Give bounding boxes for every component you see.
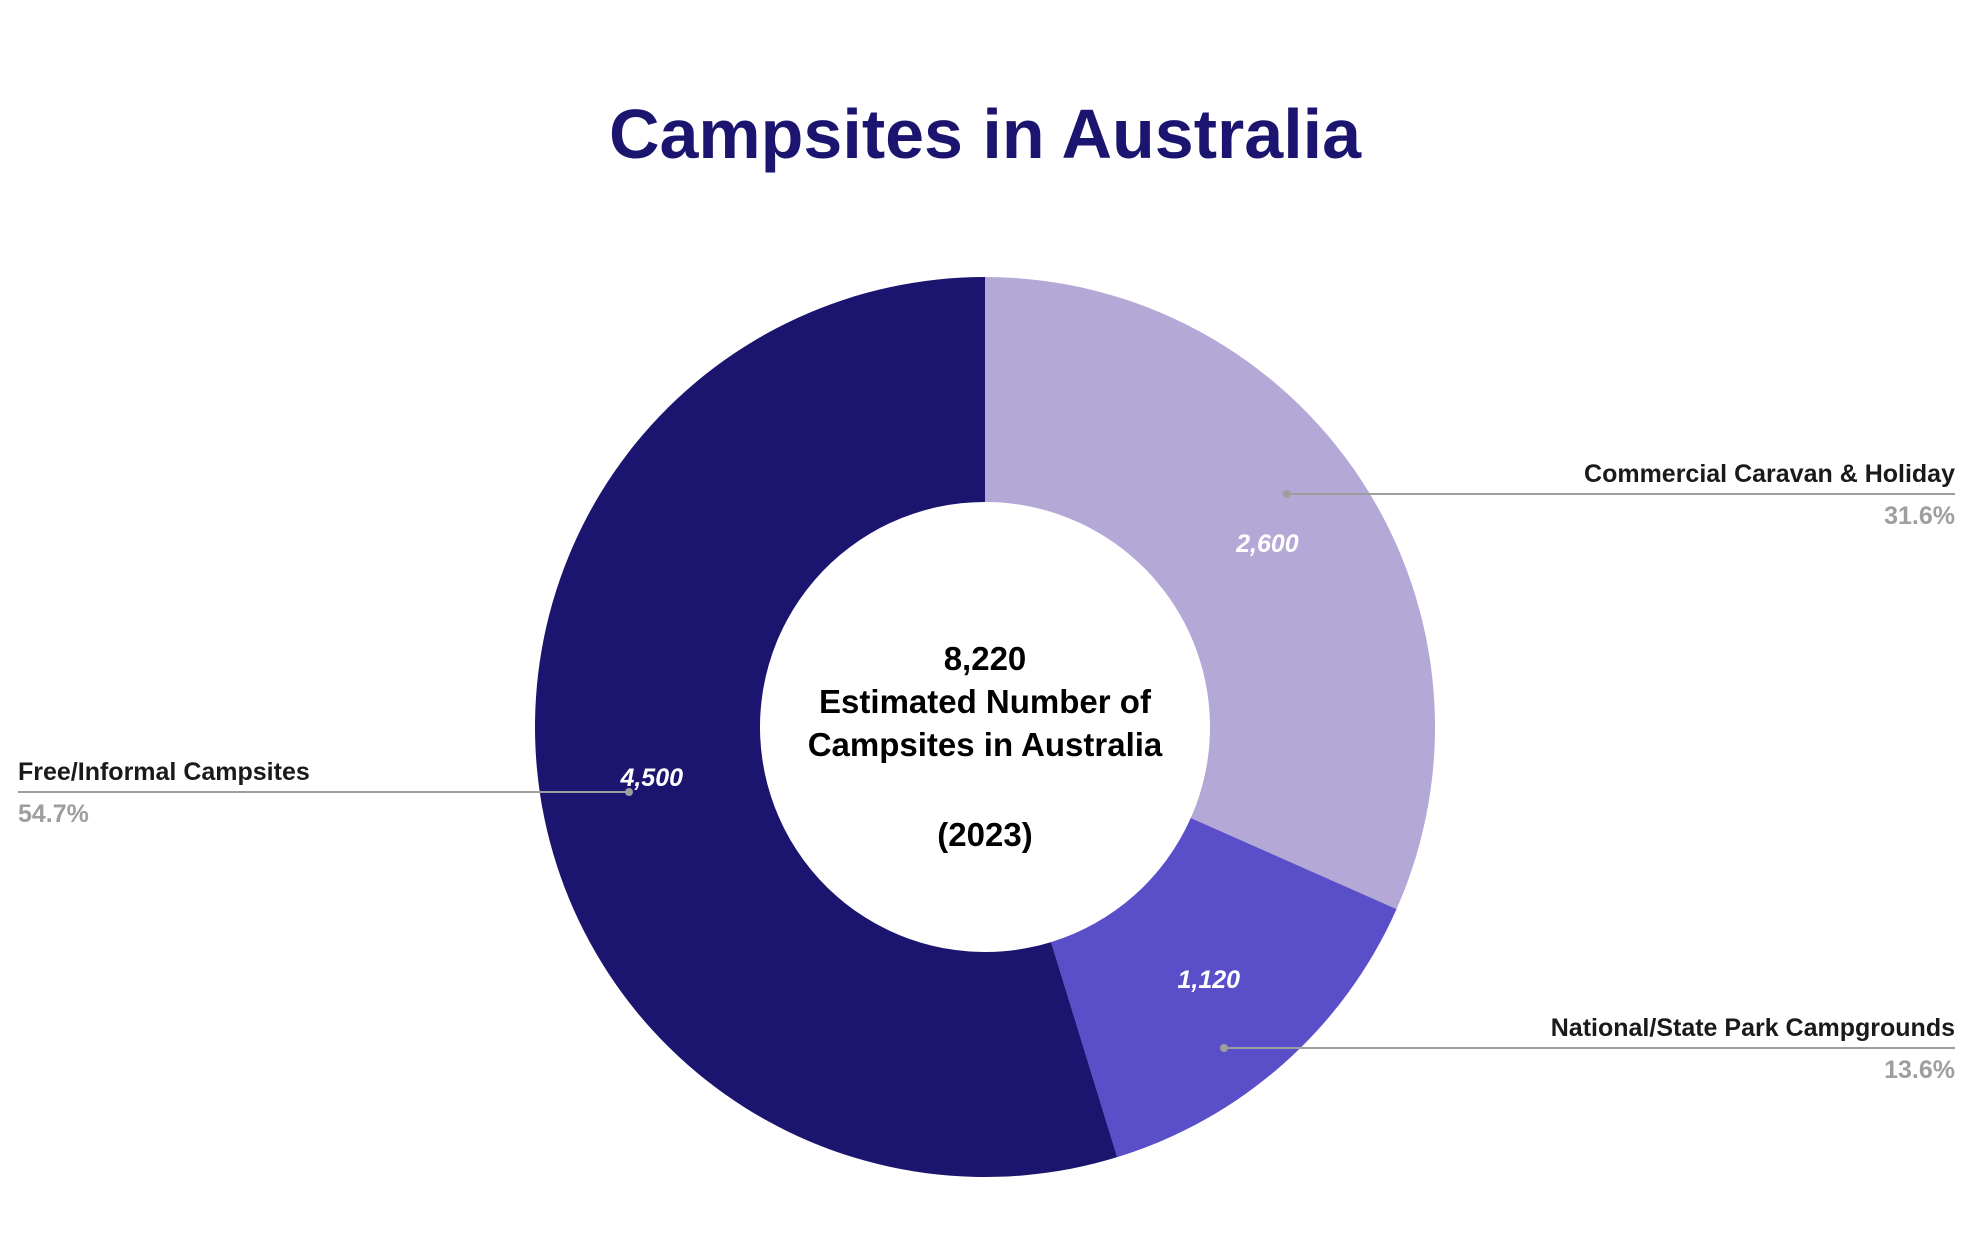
- slice-callout: Commercial Caravan & Holiday 31.6%: [1282, 460, 1955, 530]
- center-year: (2023): [937, 816, 1032, 853]
- slice-value-label: 2,600: [1235, 530, 1299, 558]
- donut-slice: [535, 277, 1118, 1177]
- chart-title: Campsites in Australia: [609, 95, 1362, 173]
- slice-value-label: 4,500: [619, 764, 683, 792]
- callout-dot: [1220, 1044, 1229, 1052]
- center-caption-line2: Campsites in Australia: [808, 726, 1163, 763]
- callout-percent-label: 31.6%: [1884, 502, 1955, 530]
- callout-category-label: National/State Park Campgrounds: [1551, 1014, 1955, 1042]
- value-labels-layer: 2,600 1,120 4,500: [619, 530, 1298, 994]
- slice-callout: National/State Park Campgrounds 13.6%: [1220, 1014, 1955, 1084]
- center-total: 8,220: [944, 640, 1027, 677]
- callout-dot: [1282, 490, 1291, 498]
- donut-slice: [985, 277, 1435, 910]
- center-label: 8,220 Estimated Number of Campsites in A…: [808, 640, 1163, 853]
- center-caption-line1: Estimated Number of: [819, 683, 1152, 720]
- callout-category-label: Commercial Caravan & Holiday: [1584, 460, 1955, 488]
- callout-category-label: Free/Informal Campsites: [18, 758, 310, 786]
- callout-percent-label: 54.7%: [18, 800, 89, 828]
- callout-dot: [624, 788, 633, 796]
- donut-slice: [1051, 818, 1397, 1158]
- slice-value-label: 1,120: [1177, 966, 1240, 994]
- slices-layer: [535, 277, 1435, 1177]
- slice-callout: Free/Informal Campsites 54.7%: [18, 758, 633, 828]
- callout-percent-label: 13.6%: [1884, 1056, 1955, 1084]
- callouts-layer: Commercial Caravan & Holiday 31.6% Nationa…: [18, 460, 1955, 1084]
